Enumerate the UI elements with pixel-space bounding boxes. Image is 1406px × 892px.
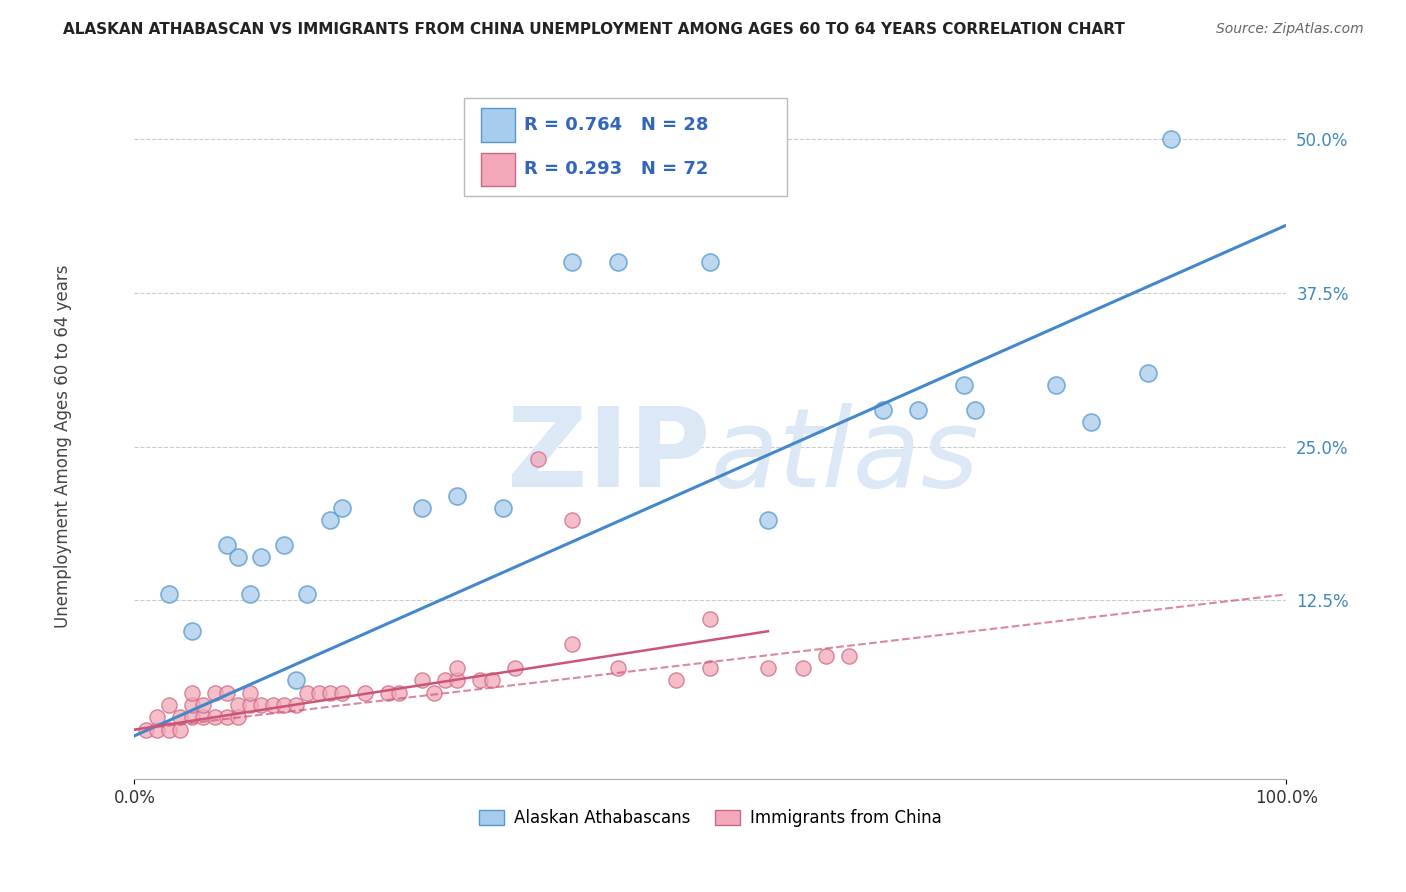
- Point: [295, 587, 318, 601]
- Point: [250, 698, 273, 712]
- Point: [872, 402, 894, 417]
- Point: [503, 661, 526, 675]
- Point: [284, 698, 307, 712]
- Point: [330, 686, 353, 700]
- Point: [388, 686, 411, 700]
- Point: [146, 723, 169, 737]
- Point: [953, 378, 976, 392]
- Point: [330, 501, 353, 516]
- Point: [157, 587, 180, 601]
- Point: [446, 661, 468, 675]
- Point: [250, 550, 273, 565]
- Point: [411, 501, 433, 516]
- Text: ALASKAN ATHABASCAN VS IMMIGRANTS FROM CHINA UNEMPLOYMENT AMONG AGES 60 TO 64 YEA: ALASKAN ATHABASCAN VS IMMIGRANTS FROM CH…: [63, 22, 1125, 37]
- Text: ZIP: ZIP: [508, 402, 710, 509]
- Point: [1045, 378, 1067, 392]
- Point: [665, 673, 688, 688]
- Point: [319, 513, 342, 527]
- Point: [181, 624, 204, 639]
- Text: Unemployment Among Ages 60 to 64 years: Unemployment Among Ages 60 to 64 years: [55, 264, 72, 628]
- Point: [215, 710, 238, 724]
- Point: [353, 686, 375, 700]
- Point: [561, 255, 583, 269]
- Point: [181, 710, 204, 724]
- Point: [204, 710, 226, 724]
- Legend: Alaskan Athabascans, Immigrants from China: Alaskan Athabascans, Immigrants from Chi…: [472, 803, 949, 834]
- Point: [135, 723, 157, 737]
- Point: [446, 673, 468, 688]
- Text: Source: ZipAtlas.com: Source: ZipAtlas.com: [1216, 22, 1364, 37]
- Point: [181, 698, 204, 712]
- Point: [965, 402, 987, 417]
- Point: [468, 673, 491, 688]
- Point: [756, 513, 779, 527]
- Point: [607, 661, 630, 675]
- Point: [215, 686, 238, 700]
- Point: [239, 686, 262, 700]
- Point: [215, 538, 238, 552]
- Point: [262, 698, 284, 712]
- Point: [226, 550, 249, 565]
- Point: [699, 661, 721, 675]
- Point: [239, 587, 262, 601]
- Text: atlas: atlas: [710, 402, 979, 509]
- Point: [814, 648, 837, 663]
- Point: [295, 686, 318, 700]
- Point: [526, 452, 548, 467]
- Point: [204, 686, 226, 700]
- Point: [319, 686, 342, 700]
- Point: [181, 686, 204, 700]
- Text: R = 0.764   N = 28: R = 0.764 N = 28: [524, 116, 709, 134]
- Text: R = 0.293   N = 72: R = 0.293 N = 72: [524, 161, 709, 178]
- Point: [284, 673, 307, 688]
- Point: [792, 661, 814, 675]
- Point: [226, 710, 249, 724]
- Point: [226, 698, 249, 712]
- Point: [193, 698, 215, 712]
- Point: [838, 648, 860, 663]
- Point: [561, 513, 583, 527]
- Point: [756, 661, 779, 675]
- Point: [1160, 132, 1182, 146]
- Point: [1137, 366, 1160, 380]
- Point: [411, 673, 433, 688]
- Point: [481, 673, 503, 688]
- Point: [169, 723, 191, 737]
- Point: [146, 710, 169, 724]
- Point: [273, 698, 295, 712]
- Point: [193, 710, 215, 724]
- Point: [157, 723, 180, 737]
- Point: [377, 686, 399, 700]
- Point: [907, 402, 929, 417]
- Point: [561, 636, 583, 650]
- Point: [699, 255, 721, 269]
- Point: [492, 501, 515, 516]
- Point: [446, 489, 468, 503]
- Point: [699, 612, 721, 626]
- Point: [239, 698, 262, 712]
- Point: [1080, 415, 1102, 429]
- Point: [607, 255, 630, 269]
- Point: [157, 698, 180, 712]
- Point: [434, 673, 457, 688]
- Point: [273, 538, 295, 552]
- Point: [308, 686, 330, 700]
- Point: [169, 710, 191, 724]
- Point: [423, 686, 446, 700]
